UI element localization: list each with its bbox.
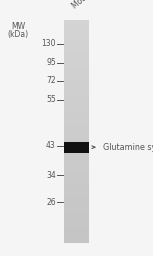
Bar — [64, 34, 89, 37]
Bar — [64, 20, 89, 23]
Bar — [64, 31, 89, 34]
Bar — [64, 112, 89, 115]
Bar — [64, 67, 89, 71]
Text: Glutamine synthetase: Glutamine synthetase — [103, 143, 153, 152]
Bar — [64, 59, 89, 62]
Bar — [64, 115, 89, 118]
Bar — [64, 56, 89, 59]
Bar — [64, 103, 89, 107]
Bar — [64, 84, 89, 87]
Text: 55: 55 — [46, 95, 56, 104]
Bar — [64, 73, 89, 76]
Text: MW: MW — [11, 22, 25, 31]
Bar — [64, 123, 89, 126]
Bar — [64, 95, 89, 99]
Bar — [64, 76, 89, 79]
Text: Mouse brain: Mouse brain — [71, 0, 113, 10]
Bar — [64, 39, 89, 43]
Text: 43: 43 — [46, 141, 56, 151]
Bar — [64, 212, 89, 215]
Bar — [64, 173, 89, 176]
Bar — [64, 81, 89, 84]
Bar — [64, 193, 89, 196]
Bar — [64, 137, 89, 140]
Bar — [64, 62, 89, 65]
Bar — [64, 87, 89, 90]
Bar — [64, 237, 89, 240]
Bar — [64, 78, 89, 82]
Bar — [64, 42, 89, 46]
Bar — [64, 240, 89, 243]
Bar — [64, 187, 89, 190]
Bar — [64, 126, 89, 129]
Bar — [64, 151, 89, 154]
Bar — [64, 148, 89, 151]
Text: 26: 26 — [46, 198, 56, 207]
Bar — [64, 140, 89, 143]
Bar — [64, 231, 89, 235]
Bar — [64, 165, 89, 168]
Text: 34: 34 — [46, 171, 56, 180]
Text: 130: 130 — [41, 39, 56, 48]
Bar — [64, 218, 89, 221]
Bar — [64, 37, 89, 40]
Bar — [64, 51, 89, 54]
Bar — [64, 190, 89, 193]
Bar — [64, 129, 89, 132]
Bar — [64, 207, 89, 210]
Bar — [64, 215, 89, 218]
Bar — [64, 118, 89, 121]
Text: 72: 72 — [46, 76, 56, 85]
Bar — [64, 204, 89, 207]
Bar — [64, 226, 89, 229]
Bar — [64, 26, 89, 29]
Text: (kDa): (kDa) — [8, 30, 29, 39]
Bar — [64, 198, 89, 201]
Bar — [64, 142, 89, 146]
Bar — [64, 45, 89, 48]
Bar — [64, 176, 89, 179]
Bar — [64, 234, 89, 238]
Bar — [64, 28, 89, 31]
Bar — [64, 184, 89, 187]
Bar — [64, 48, 89, 51]
Bar — [64, 54, 89, 57]
Bar — [64, 142, 89, 153]
Bar — [64, 134, 89, 137]
Bar — [64, 156, 89, 160]
Bar — [64, 65, 89, 68]
Bar — [64, 182, 89, 185]
Bar — [64, 162, 89, 165]
Bar — [64, 195, 89, 199]
Text: 95: 95 — [46, 58, 56, 67]
Bar — [64, 159, 89, 163]
Bar — [64, 23, 89, 26]
Bar — [64, 209, 89, 212]
Bar — [64, 131, 89, 135]
Bar — [64, 167, 89, 171]
Bar — [64, 201, 89, 204]
Bar — [64, 92, 89, 96]
Bar — [64, 98, 89, 101]
Bar — [64, 109, 89, 112]
Bar — [64, 154, 89, 157]
Bar — [64, 229, 89, 232]
Bar — [64, 101, 89, 104]
Bar — [64, 145, 89, 148]
Bar — [64, 179, 89, 182]
Bar — [64, 90, 89, 93]
Bar — [64, 170, 89, 174]
Bar — [64, 120, 89, 123]
Bar — [64, 106, 89, 110]
Bar — [64, 220, 89, 224]
Bar — [64, 70, 89, 73]
Bar — [64, 223, 89, 227]
